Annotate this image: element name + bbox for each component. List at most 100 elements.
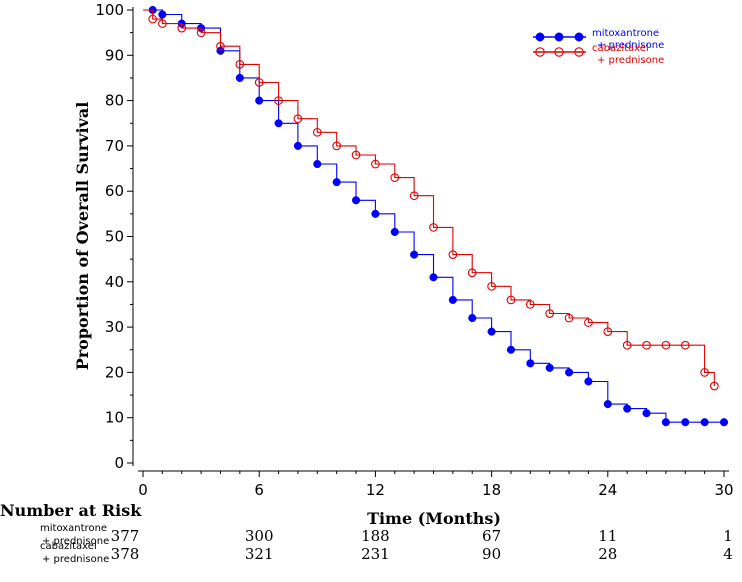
series-point xyxy=(681,418,690,427)
risk-count: 231 xyxy=(361,545,390,563)
series-point xyxy=(148,14,158,24)
y-tick-label: 30 xyxy=(105,318,124,336)
series-point xyxy=(719,418,729,427)
series-point xyxy=(545,309,555,318)
series-point xyxy=(700,418,709,427)
series-line xyxy=(143,9,715,386)
series-point xyxy=(429,223,438,232)
series-point xyxy=(680,340,690,350)
risk-count: 11 xyxy=(598,527,617,545)
series-point xyxy=(235,73,244,82)
series-point xyxy=(177,23,187,33)
legend-entry: mitoxantrone + prednisone xyxy=(533,28,664,51)
series-point xyxy=(622,340,632,350)
legend-marker xyxy=(554,47,564,57)
series-point xyxy=(351,150,361,160)
risk-count: 28 xyxy=(598,545,617,563)
y-tick-label: 10 xyxy=(105,409,124,427)
legend-marker xyxy=(554,32,564,42)
series-0 xyxy=(143,5,729,427)
series-point xyxy=(709,381,719,391)
series-point xyxy=(525,300,535,309)
series-point xyxy=(312,127,322,137)
legend-marker xyxy=(574,32,584,42)
series-point xyxy=(584,377,593,386)
series-point xyxy=(487,281,496,291)
risk-row-1: cabazitaxel + prednisone 378 321 231 90 28 4 xyxy=(40,541,733,565)
series-point xyxy=(506,345,516,354)
series-point xyxy=(293,114,303,124)
series-point xyxy=(274,119,283,128)
risk-count: 188 xyxy=(361,527,390,545)
y-tick-label: 50 xyxy=(105,228,124,246)
risk-count: 300 xyxy=(245,527,274,545)
series-point xyxy=(603,400,612,409)
series-point xyxy=(545,363,554,372)
y-tick-label: 100 xyxy=(95,1,124,19)
y-tick-label: 60 xyxy=(105,182,124,200)
series-point xyxy=(196,28,206,38)
series-point xyxy=(506,295,516,305)
series-point xyxy=(642,409,651,418)
risk-count: 1 xyxy=(723,527,733,545)
y-tick-label: 80 xyxy=(105,92,124,110)
series-point xyxy=(448,250,458,259)
series-point xyxy=(255,96,264,105)
series-point xyxy=(274,96,283,105)
series-point xyxy=(700,368,709,377)
risk-table-title: Number at Risk xyxy=(0,501,142,520)
x-tick-label: 0 xyxy=(138,481,148,499)
series-point xyxy=(216,46,225,55)
series-point xyxy=(623,404,632,413)
risk-count: 321 xyxy=(245,545,274,563)
legend-label: mitoxantrone + prednisone xyxy=(592,28,664,51)
risk-row-0: mitoxantrone + prednisone 377 300 188 67 11 1 xyxy=(40,523,733,547)
series-point xyxy=(332,178,341,187)
risk-row-label: mitoxantrone + prednisone xyxy=(40,523,109,547)
risk-table: mitoxantrone + prednisone 377 300 188 67 11 1ca… xyxy=(40,523,733,565)
y-tick-label: 20 xyxy=(105,363,124,381)
series-point xyxy=(448,295,457,304)
risk-count: 378 xyxy=(111,545,140,563)
risk-count: 90 xyxy=(482,545,501,563)
series-1 xyxy=(143,9,719,391)
y-tick-label: 70 xyxy=(105,137,124,155)
risk-count: 4 xyxy=(723,545,733,563)
series-point xyxy=(468,313,477,323)
series-point xyxy=(235,60,245,69)
legend-entry: cabazitaxel + prednisone xyxy=(533,43,664,66)
series-point xyxy=(584,318,593,327)
x-tick-label: 18 xyxy=(482,481,501,499)
series-point xyxy=(390,227,399,237)
y-axis-title: Proportion of Overall Survival xyxy=(73,102,92,371)
legend-marker xyxy=(574,47,584,57)
series-point xyxy=(642,340,651,350)
series-point xyxy=(564,313,574,323)
y-tick-label: 90 xyxy=(105,46,124,64)
series-point xyxy=(410,250,419,259)
risk-row-label: cabazitaxel + prednisone xyxy=(40,541,109,565)
x-tick-label: 24 xyxy=(598,481,617,499)
series-point xyxy=(390,173,400,182)
legend-label: cabazitaxel + prednisone xyxy=(592,43,664,66)
series-point xyxy=(371,159,380,169)
legend-marker xyxy=(535,47,545,57)
series-point xyxy=(429,273,438,282)
series-point xyxy=(661,340,671,350)
series-point xyxy=(603,327,613,336)
series-point xyxy=(409,191,419,201)
series-point xyxy=(216,41,225,51)
series-point xyxy=(158,10,167,19)
series-point xyxy=(565,368,574,377)
legend-marker xyxy=(535,32,545,42)
x-tick-label: 6 xyxy=(254,481,264,499)
series-point xyxy=(467,268,477,278)
y-tick-label: 40 xyxy=(105,273,124,291)
series-point xyxy=(313,159,322,169)
series-point xyxy=(158,19,167,28)
risk-count: 67 xyxy=(482,527,501,545)
series-point xyxy=(351,196,361,205)
risk-count: 377 xyxy=(111,527,140,545)
series-point xyxy=(254,78,264,87)
